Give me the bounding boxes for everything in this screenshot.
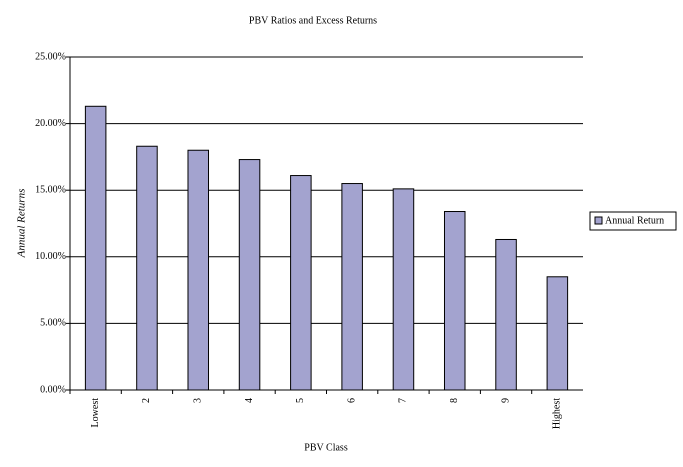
x-tick-label: 8 xyxy=(449,398,460,403)
bar xyxy=(341,183,363,391)
y-tick-label: 15.00% xyxy=(35,184,66,195)
y-tick-label: 0.00% xyxy=(40,384,66,395)
bar xyxy=(136,145,158,391)
chart-title: PBV Ratios and Excess Returns xyxy=(249,15,377,26)
x-tick-label: 3 xyxy=(193,398,204,403)
x-tick-label: 2 xyxy=(141,398,152,403)
bar xyxy=(546,276,569,391)
x-tick-label: Highest xyxy=(552,398,563,429)
y-axis-label: Annual Returns xyxy=(16,189,28,259)
x-tick-label: Lowest xyxy=(90,398,101,428)
x-tick-label: 9 xyxy=(500,398,511,403)
legend-box xyxy=(589,211,677,231)
bar xyxy=(495,238,517,391)
bar xyxy=(187,149,210,391)
x-tick-label: 6 xyxy=(346,398,357,403)
y-tick-label: 25.00% xyxy=(35,51,66,62)
x-tick-label: 7 xyxy=(398,398,409,403)
x-tick-label: 5 xyxy=(295,398,306,403)
bar xyxy=(290,175,312,391)
x-tick-label: 4 xyxy=(244,398,255,403)
y-tick-label: 20.00% xyxy=(35,118,66,129)
y-tick-label: 10.00% xyxy=(35,251,66,262)
bar xyxy=(84,105,107,391)
bar xyxy=(443,211,466,391)
legend-label: Annual Return xyxy=(605,215,664,226)
legend-swatch xyxy=(594,216,603,225)
bar xyxy=(238,159,261,391)
x-axis-label: PBV Class xyxy=(304,442,348,453)
y-tick-label: 5.00% xyxy=(40,318,66,329)
bar xyxy=(392,188,415,391)
